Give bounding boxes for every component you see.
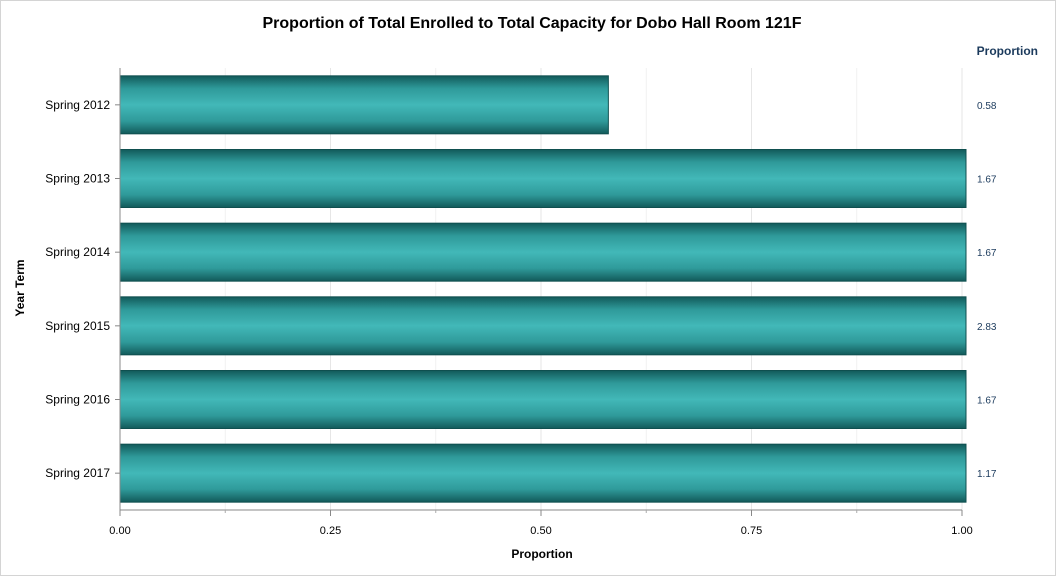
value-label: 2.83 [977,322,997,333]
gridlines [224,68,963,510]
value-column-header: Proportion [977,44,1038,58]
bar [119,222,967,282]
x-ticks: 0.00 0.25 0.50 0.75 1.00 [109,510,973,537]
value-labels: 0.58 1.67 1.67 2.83 1.67 1.17 [977,101,997,480]
chart-title: Proportion of Total Enrolled to Total Ca… [263,15,802,32]
x-tick-label: 0.50 [530,525,551,537]
y-tick-label: Spring 2012 [45,98,110,112]
value-label: 0.58 [977,101,997,112]
bar [119,149,967,208]
value-label: 1.67 [977,175,997,186]
x-tick-label: 0.25 [320,525,341,537]
bar [119,370,967,429]
y-tick-label: Spring 2015 [45,319,110,333]
y-tick-label: Spring 2017 [45,466,110,480]
value-label: 1.17 [977,469,997,480]
value-label: 1.67 [977,396,997,407]
y-tick-label: Spring 2014 [45,245,110,259]
bar [119,296,967,356]
x-axis-label: Proportion [511,547,572,561]
bars [119,75,967,503]
x-tick-label: 0.00 [109,525,130,537]
x-tick-label: 0.75 [741,525,762,537]
y-axis-label: Year Term [13,259,27,316]
value-label: 1.67 [977,248,997,259]
bar [119,443,967,503]
y-tick-label: Spring 2016 [45,393,110,407]
bar [119,75,609,135]
y-tick-label: Spring 2013 [45,172,110,186]
x-tick-label: 1.00 [951,525,972,537]
y-tick-labels: Spring 2012 Spring 2013 Spring 2014 Spring … [45,98,120,480]
